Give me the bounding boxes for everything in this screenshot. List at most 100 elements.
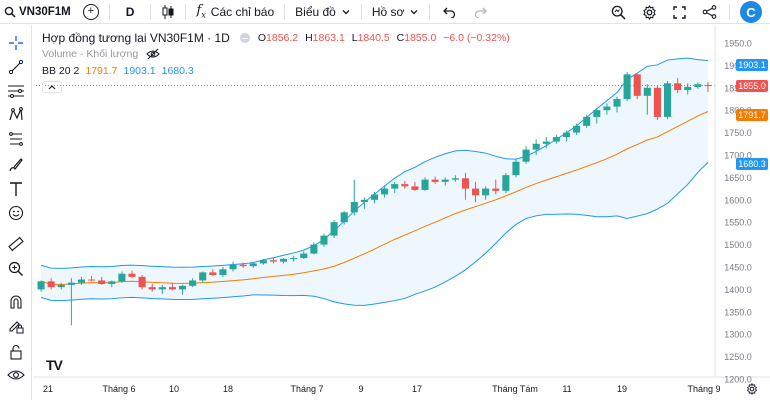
charts-menu-button[interactable]: Biểu đồ [289, 0, 357, 24]
price-tick-label: 1300.0 [724, 330, 752, 340]
legend-bb-row: BB 20 2 1791.7 1903.1 1680.3 [42, 65, 194, 77]
candle-body [37, 281, 45, 290]
divider [185, 3, 187, 20]
candle-body [633, 74, 641, 96]
candle-body [330, 222, 338, 236]
hide-drawings-tool[interactable] [4, 364, 28, 386]
candle-body [451, 178, 459, 180]
low-value: 1840.5 [357, 32, 390, 44]
candle-body [280, 258, 288, 262]
high-label: H [305, 32, 313, 44]
chart-area[interactable]: 1950.01900.01850.01800.01750.01700.01650… [33, 25, 770, 400]
price-chart[interactable]: 1950.01900.01850.01800.01750.01700.01650… [33, 25, 770, 400]
chart-type-button[interactable] [155, 0, 181, 24]
magnet-tool[interactable] [4, 291, 28, 313]
divider [284, 3, 286, 20]
divider [729, 4, 730, 20]
redo-button[interactable] [465, 0, 496, 24]
share-button[interactable] [694, 0, 725, 24]
axis-settings-button[interactable] [746, 382, 758, 400]
bb-fill [41, 58, 708, 306]
pattern-tool[interactable] [4, 104, 28, 126]
price-tick-label: 1250.0 [724, 352, 752, 362]
volume-label[interactable]: Volume - Khối lượng [42, 48, 139, 60]
zoom-tool[interactable] [4, 258, 28, 280]
tradingview-watermark[interactable]: TV [46, 357, 63, 373]
compare-button[interactable]: + [77, 0, 105, 24]
candle-body [138, 276, 146, 288]
lock-all-tool[interactable] [4, 341, 28, 363]
candle-body [431, 179, 439, 182]
collapse-legend-button[interactable] [42, 81, 62, 93]
time-tick-label: 9 [358, 384, 363, 394]
zoom-in-icon [8, 261, 23, 276]
share-icon [702, 5, 717, 19]
collapse-icon[interactable] [239, 33, 250, 43]
candle-body [482, 188, 490, 196]
search-icon [4, 6, 16, 18]
chevron-down-icon [342, 9, 350, 14]
bb-basis-line [40, 111, 709, 285]
brush-tool[interactable] [4, 154, 28, 176]
candle-body [562, 132, 571, 138]
undo-button[interactable] [434, 0, 465, 24]
time-tick-label: Tháng 6 [102, 384, 135, 394]
legend-volume-row: Volume - Khối lượng [42, 48, 160, 60]
candle-body [552, 137, 560, 142]
candle-body [472, 188, 480, 196]
quick-search-button[interactable] [603, 0, 634, 24]
candle-body [522, 149, 530, 162]
chart-title[interactable]: Hợp đồng tương lai VN30F1M · 1D [42, 31, 230, 45]
price-tick-label: 1650.0 [724, 173, 752, 183]
charts-label: Biểu đồ [295, 4, 336, 19]
time-tick-label: Tháng Tám [492, 384, 538, 394]
trend-line-tool[interactable] [4, 56, 28, 78]
horizontal-lines-tool[interactable] [4, 80, 28, 102]
candles-icon [162, 4, 174, 19]
candle-body [290, 258, 298, 260]
interval-button[interactable]: D [114, 0, 147, 24]
time-tick-label: 10 [169, 384, 179, 394]
emoji-tool[interactable] [4, 202, 28, 224]
crosshair-tool[interactable] [4, 32, 28, 54]
candle-body [259, 260, 267, 264]
candle-body [492, 188, 500, 191]
settings-button[interactable] [634, 0, 665, 24]
candle-body [573, 125, 581, 133]
last-price-tag: 1855.0 [736, 80, 768, 92]
app-logo[interactable]: C [734, 0, 770, 24]
lock-drawing-tool[interactable] [4, 315, 28, 337]
price-tick-label: 1450.0 [724, 263, 752, 273]
measure-tool[interactable] [4, 233, 28, 255]
high-value: 1863.1 [312, 32, 345, 44]
eye-off-icon[interactable] [146, 48, 160, 60]
chevron-up-icon [48, 85, 56, 90]
bb-label[interactable]: BB 20 2 [42, 65, 80, 77]
candle-body [47, 281, 55, 288]
fullscreen-icon [673, 5, 686, 19]
candle-body [401, 184, 409, 187]
text-tool[interactable] [4, 178, 28, 200]
projection-tool[interactable] [4, 128, 28, 150]
price-tick-label: 1600.0 [724, 195, 752, 205]
candle-body [168, 287, 176, 290]
symbol-search[interactable]: VN30F1M [0, 0, 77, 24]
time-tick-label: 21 [43, 384, 53, 394]
profile-menu-button[interactable]: Hồ sơ [366, 0, 426, 24]
search-icon [611, 5, 626, 20]
candle-body [310, 244, 318, 254]
open-label: O [257, 32, 267, 44]
price-tick-label: 1950.0 [724, 39, 752, 49]
drawing-toolbar [0, 25, 32, 400]
lines-icon [8, 85, 24, 98]
indicators-button[interactable]: fx Các chỉ báo [190, 0, 280, 24]
divider [360, 3, 362, 20]
candle-body [441, 179, 449, 182]
candle-body [219, 269, 227, 276]
fullscreen-button[interactable] [665, 0, 694, 24]
candle-body [613, 99, 621, 107]
candle-body [593, 110, 601, 117]
c-logo-icon: C [740, 1, 762, 23]
candle-body [694, 84, 702, 87]
close-label: C [396, 32, 405, 44]
